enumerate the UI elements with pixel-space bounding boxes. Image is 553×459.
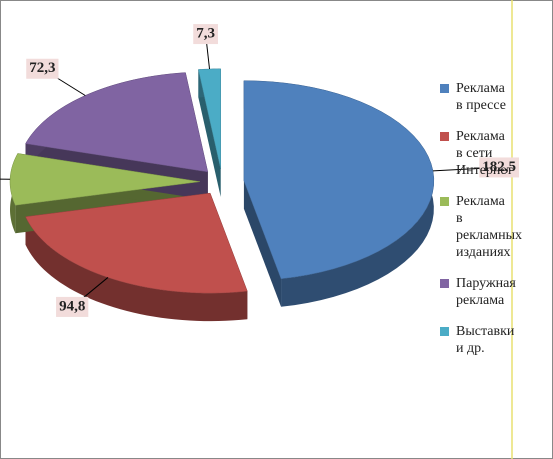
legend-item: Реклама в рекламных изданиях (440, 193, 522, 261)
legend-swatch (440, 327, 449, 336)
value-label-text: 7,3 (196, 25, 215, 41)
value-label: 72,3 (26, 58, 59, 79)
legend-item: Реклама в сети Интернет (440, 128, 513, 179)
value-label-text: 182,5 (482, 159, 516, 175)
legend-label: Выставки и др. (456, 324, 515, 356)
value-label-text: 94,8 (59, 298, 85, 314)
slice-wall (243, 180, 282, 307)
value-label-bg (26, 58, 59, 79)
legend-label: Реклама в прессе (456, 81, 506, 113)
legend-swatch (440, 197, 449, 206)
value-label: 94,8 (56, 296, 89, 317)
legend-label: Паружная реклама (456, 276, 516, 308)
legend: Реклама в прессе Реклама в сети Интернет Р… (440, 80, 522, 371)
legend-swatch (440, 84, 449, 93)
slice-tops (9, 68, 435, 294)
legend-item: Выставки и др. (440, 323, 515, 357)
value-label-bg (56, 296, 89, 317)
slice (9, 153, 201, 206)
legend-item: Реклама в прессе (440, 80, 512, 114)
value-label-bg (479, 157, 520, 178)
legend-swatch (440, 279, 449, 288)
legend-swatch (440, 132, 449, 141)
legend-item: Паружная реклама (440, 275, 516, 309)
value-label: 7,3 (193, 24, 218, 45)
slice (198, 68, 221, 169)
value-label-text: 72,3 (29, 60, 55, 76)
legend-label: Реклама в рекламных изданиях (456, 194, 522, 260)
leader-line (0, 178, 11, 180)
slice-side (25, 216, 248, 322)
legend-label: Реклама в сети Интернет (456, 129, 513, 178)
value-label: 182,5 (479, 157, 520, 178)
value-label-bg (193, 24, 218, 45)
slice-wall (198, 69, 221, 197)
